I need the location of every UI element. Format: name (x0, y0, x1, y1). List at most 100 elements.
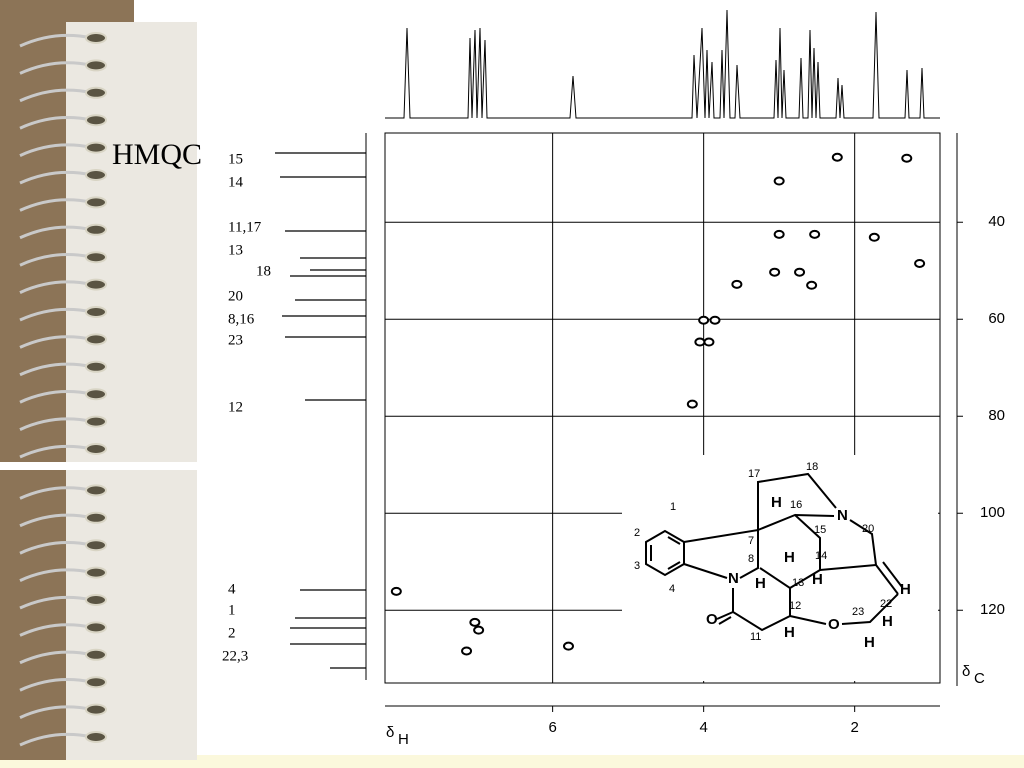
cross-peak (703, 337, 715, 347)
ring-hole (85, 484, 107, 497)
hydrogen-label: H (900, 581, 911, 598)
slide-title: HMQC (112, 138, 202, 171)
hydrogen-label: H (784, 549, 795, 566)
ring-hole (85, 223, 107, 236)
ring-hole (85, 114, 107, 127)
ring (19, 650, 93, 665)
cross-peak (473, 625, 485, 635)
hydrogen-label: H (882, 613, 893, 630)
ring (19, 595, 93, 610)
atom-number: 23 (852, 606, 864, 618)
carbon-label: 20 (228, 288, 243, 304)
cross-peak (731, 279, 743, 289)
x-tick-label: 2 (851, 719, 859, 736)
carbon-label: 11,17 (228, 219, 262, 235)
cross-peak (469, 617, 481, 627)
ring (19, 116, 93, 130)
ring (19, 280, 93, 294)
cross-peak (773, 229, 785, 239)
atom-label: O (828, 616, 840, 633)
plot-frame (384, 132, 941, 684)
ring (19, 444, 93, 459)
structure: N N O O H H H H H H H H 1 2 3 4 7 8 16 1… (622, 455, 938, 681)
atom-number: 20 (862, 523, 874, 535)
cross-peak (773, 176, 785, 186)
carbon-label: 12 (228, 399, 243, 415)
ring-hole (85, 86, 107, 99)
hydrogen-label: H (784, 624, 795, 641)
ring-hole (85, 333, 107, 346)
ring (19, 732, 93, 747)
y-tick-label: 40 (988, 213, 1005, 230)
ring-hole (85, 621, 107, 634)
ring (19, 705, 93, 719)
ring (19, 33, 93, 48)
cross-peak (709, 315, 721, 325)
atom-label: N (728, 570, 739, 587)
ring (19, 486, 93, 500)
ring (19, 541, 93, 555)
ring-hole (85, 196, 107, 209)
carbon-label: 4 (228, 581, 236, 597)
atom-number: 7 (748, 535, 754, 547)
ring (19, 88, 93, 103)
cross-peak (868, 232, 880, 242)
atom-number: 15 (814, 524, 826, 536)
ring-hole (85, 415, 107, 428)
ring (19, 198, 93, 212)
ring-hole (85, 306, 107, 318)
hydrogen-label: H (864, 634, 875, 651)
footer-band (0, 755, 1024, 768)
ring (19, 61, 93, 75)
x-tick-label: 6 (548, 719, 556, 736)
atom-number: 3 (634, 560, 640, 572)
ring (19, 417, 93, 431)
notebook-gap (0, 462, 134, 470)
ring-hole (85, 251, 107, 264)
hydrogen-label: H (812, 571, 823, 588)
carbon-label: 1 (228, 602, 236, 618)
carbon-label: 8,16 (228, 311, 255, 327)
ring (19, 568, 93, 582)
carbon-label: 22,3 (222, 648, 248, 664)
carbon-label: 14 (228, 174, 244, 190)
ring-hole (85, 511, 107, 524)
ring (19, 253, 93, 267)
atom-number: 12 (789, 600, 801, 612)
atom-number: 2 (634, 527, 640, 539)
atom-number: 4 (669, 583, 675, 595)
carbon-label: 13 (228, 242, 243, 258)
y-tick-label: 100 (980, 504, 1005, 521)
atom-label: O (706, 611, 718, 628)
ring-hole (85, 594, 107, 606)
atom-number: 17 (748, 468, 760, 480)
cross-peak (901, 153, 913, 163)
cross-peak (390, 586, 402, 596)
ring-hole (85, 676, 107, 689)
ring-hole (85, 169, 107, 181)
cross-peak (461, 646, 473, 656)
carbon-label: 15 (228, 151, 243, 167)
atom-number: 22 (880, 598, 892, 610)
cross-peak (698, 315, 710, 325)
ring-hole (85, 59, 107, 72)
cross-peak (809, 229, 821, 239)
hydrogen-label: H (771, 494, 782, 511)
ring (19, 513, 93, 528)
cross-peak (806, 280, 818, 290)
carbon-label: 2 (228, 625, 236, 641)
x-axis-label-subscript: H (398, 731, 409, 748)
cross-peak (562, 641, 574, 651)
cross-peak (831, 152, 843, 162)
ring-hole (85, 141, 107, 154)
ring-hole (85, 278, 107, 291)
y-axis-label: δ (962, 663, 970, 680)
x-axis-label: δ (386, 724, 394, 741)
ring-hole (85, 443, 107, 455)
ring (19, 678, 93, 692)
ring-hole (85, 388, 107, 401)
cross-peak (694, 337, 706, 347)
y-tick-label: 120 (980, 601, 1005, 618)
